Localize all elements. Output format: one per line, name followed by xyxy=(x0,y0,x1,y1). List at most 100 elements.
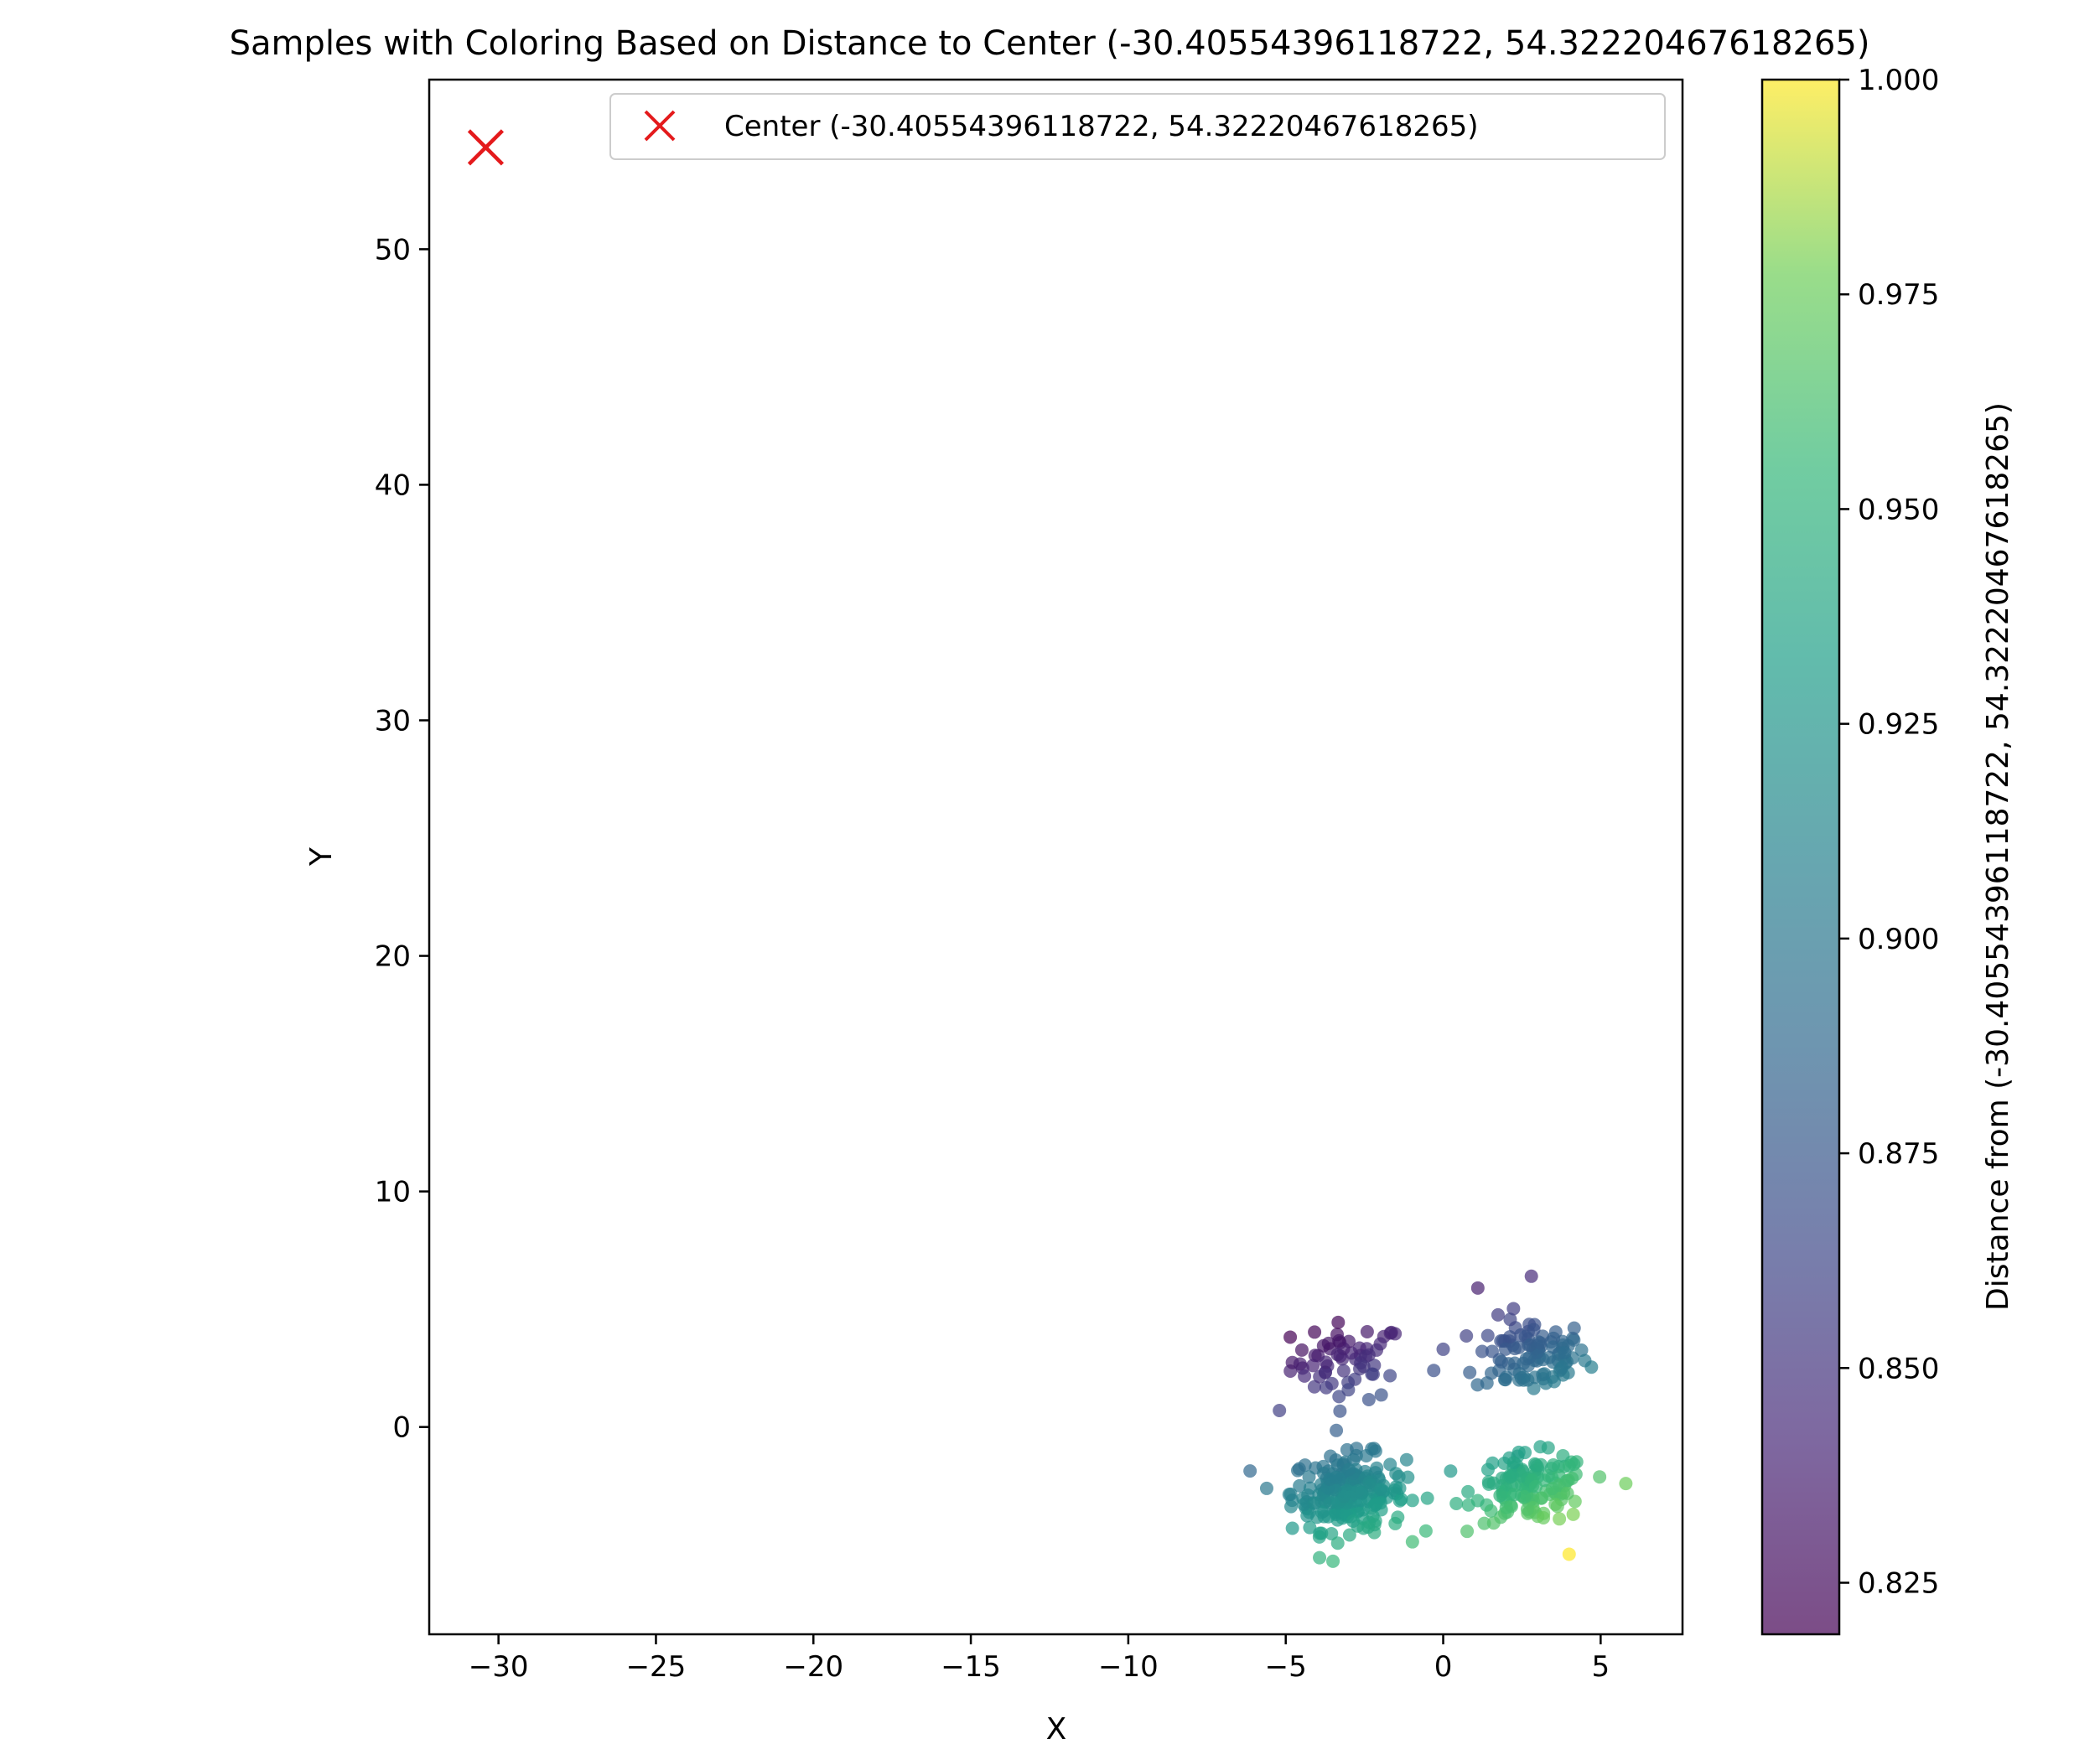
y-tick-label: 40 xyxy=(375,468,411,502)
data-point xyxy=(1507,1488,1522,1502)
data-point xyxy=(1293,1478,1307,1493)
colorbar-frame xyxy=(1760,78,1841,1636)
data-point xyxy=(1360,1325,1374,1339)
data-point xyxy=(1383,1369,1397,1383)
legend: Center (-30.40554396118722, 54.322204676… xyxy=(609,93,1666,160)
colorbar-tick-label: 0.875 xyxy=(1858,1137,1939,1171)
y-axis-label: Y xyxy=(304,846,339,867)
x-ticks: −30 −25 −20 −15 −10 −5 0 5 xyxy=(469,1634,1610,1684)
data-point xyxy=(1333,1404,1347,1418)
data-point xyxy=(1504,1499,1518,1514)
data-point xyxy=(1556,1448,1570,1462)
data-point xyxy=(1463,1365,1477,1380)
data-point xyxy=(1373,1482,1387,1496)
legend-center-marker-icon xyxy=(644,110,676,142)
data-point xyxy=(1506,1456,1521,1470)
data-point xyxy=(1342,1528,1356,1542)
data-point xyxy=(1336,1364,1351,1378)
data-point xyxy=(1554,1360,1569,1374)
x-tick-label: 0 xyxy=(1434,1650,1453,1684)
data-point xyxy=(1392,1481,1407,1495)
data-point xyxy=(1349,1448,1363,1462)
data-point xyxy=(1461,1484,1475,1499)
colorbar: 0.825 0.850 0.875 0.900 0.925 0.950 0.975 1.000… xyxy=(1760,64,2015,1636)
y-tick-label: 10 xyxy=(375,1176,411,1209)
data-point xyxy=(1294,1343,1309,1357)
data-point xyxy=(1325,1376,1339,1390)
x-tick-label: −5 xyxy=(1265,1650,1307,1684)
data-point xyxy=(1541,1441,1555,1455)
data-point xyxy=(1524,1269,1538,1283)
data-point xyxy=(1369,1498,1383,1512)
data-point xyxy=(1259,1481,1273,1495)
colorbar-tick-label: 0.975 xyxy=(1858,278,1939,312)
colorbar-gradient xyxy=(1762,80,1839,1634)
data-point xyxy=(1342,1462,1356,1477)
data-point xyxy=(1365,1367,1379,1381)
x-tick-label: −30 xyxy=(469,1650,529,1684)
data-point xyxy=(1523,1338,1537,1352)
data-point xyxy=(1282,1488,1296,1502)
data-point xyxy=(1566,1507,1580,1521)
data-point xyxy=(1498,1373,1512,1387)
data-point xyxy=(1460,1328,1474,1343)
data-point xyxy=(1553,1512,1567,1526)
data-point xyxy=(1321,1336,1335,1350)
data-point xyxy=(1394,1492,1408,1506)
data-point xyxy=(1314,1505,1329,1519)
data-point xyxy=(1475,1344,1489,1359)
data-point xyxy=(1619,1477,1633,1491)
data-point xyxy=(1537,1510,1551,1524)
data-point xyxy=(1567,1321,1581,1335)
data-point xyxy=(1460,1524,1475,1539)
data-point xyxy=(1418,1524,1433,1538)
data-point xyxy=(1477,1516,1491,1530)
data-point xyxy=(1470,1493,1485,1508)
x-tick-label: −25 xyxy=(626,1650,687,1684)
data-point xyxy=(1348,1372,1362,1386)
data-point xyxy=(1436,1342,1450,1356)
center-marker-icon xyxy=(467,129,504,166)
data-point xyxy=(1392,1469,1406,1483)
data-point xyxy=(1297,1498,1311,1512)
data-point xyxy=(1498,1342,1512,1356)
y-tick-label: 30 xyxy=(375,704,411,738)
data-point xyxy=(1361,1392,1376,1406)
data-point xyxy=(1330,1423,1344,1437)
data-point xyxy=(1370,1461,1384,1475)
data-point xyxy=(1484,1504,1498,1518)
y-tick-label: 50 xyxy=(375,233,411,267)
data-point xyxy=(1323,1473,1337,1487)
data-point xyxy=(1361,1348,1376,1362)
plot-area-frame xyxy=(428,78,1684,1636)
data-point xyxy=(1520,1502,1534,1516)
data-point xyxy=(1329,1508,1343,1522)
data-point xyxy=(1550,1499,1564,1514)
data-point xyxy=(1480,1328,1495,1343)
data-point xyxy=(1529,1479,1543,1493)
data-point xyxy=(1484,1366,1498,1380)
x-tick-label: −10 xyxy=(1098,1650,1159,1684)
colorbar-tick-label: 0.825 xyxy=(1858,1567,1939,1601)
data-point xyxy=(1486,1516,1501,1530)
colorbar-tick-label: 0.900 xyxy=(1858,923,1939,956)
data-point xyxy=(1480,1462,1495,1477)
data-point xyxy=(1313,1550,1327,1565)
data-point xyxy=(1506,1302,1521,1316)
data-point xyxy=(1243,1464,1257,1478)
data-point xyxy=(1307,1380,1321,1394)
data-point xyxy=(1308,1325,1322,1339)
data-point xyxy=(1363,1478,1377,1493)
data-point xyxy=(1444,1464,1458,1478)
data-point xyxy=(1519,1352,1533,1366)
data-point xyxy=(1341,1383,1356,1397)
data-point xyxy=(1293,1357,1307,1371)
colorbar-tick-label: 0.950 xyxy=(1858,493,1939,526)
data-point xyxy=(1521,1373,1535,1387)
data-point xyxy=(1405,1535,1419,1549)
data-point xyxy=(1593,1470,1607,1484)
data-point xyxy=(1546,1458,1560,1473)
data-point xyxy=(1308,1348,1322,1363)
data-point xyxy=(1374,1388,1388,1402)
data-point xyxy=(1273,1403,1287,1417)
